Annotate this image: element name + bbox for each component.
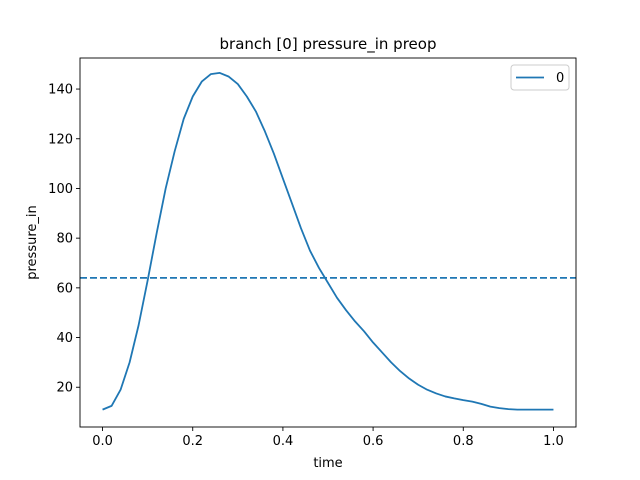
y-tick-label: 60: [56, 281, 73, 296]
series-line-0: [102, 72, 554, 411]
chart-title: branch [0] pressure_in preop: [220, 35, 437, 54]
y-tick-label: 100: [48, 182, 73, 197]
x-tick-label: 0.6: [363, 434, 384, 449]
x-tick-label: 0.4: [273, 434, 294, 449]
x-axis-label: time: [313, 456, 342, 471]
plot-area: [80, 72, 576, 411]
axes-frame: [79, 57, 577, 428]
legend-label: 0: [556, 71, 564, 86]
x-tick-label: 0.2: [182, 434, 203, 449]
y-axis-label: pressure_in: [25, 205, 40, 280]
x-tick-label: 0.0: [92, 434, 113, 449]
y-tick-label: 140: [48, 83, 73, 98]
x-tick-label: 0.8: [453, 434, 474, 449]
y-axis: 20 40 60 80 100 120 140: [48, 83, 80, 396]
x-axis: 0.0 0.2 0.4 0.6 0.8 1.0: [92, 427, 564, 449]
legend: 0: [510, 64, 570, 91]
x-tick-label: 1.0: [543, 434, 564, 449]
y-tick-label: 40: [56, 331, 73, 346]
y-tick-label: 120: [48, 132, 73, 147]
y-tick-label: 80: [56, 232, 73, 247]
y-tick-label: 20: [56, 381, 73, 396]
